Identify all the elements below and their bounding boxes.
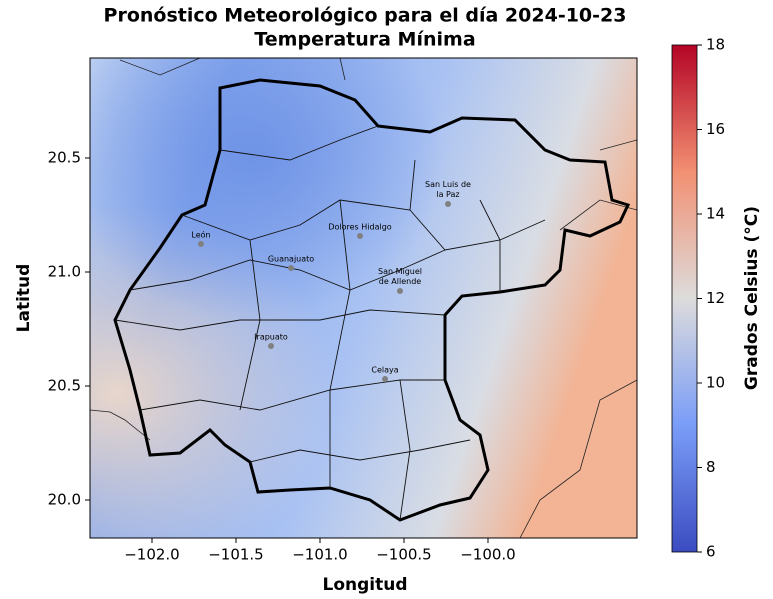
city-label: Dolores Hidalgo <box>328 223 391 232</box>
colorbar-tick-label: 14 <box>706 205 725 223</box>
x-tick-label: −102.0 <box>124 546 180 564</box>
y-tick-label: 21.0 <box>48 263 81 281</box>
y-tick-label: 20.0 <box>48 491 81 509</box>
city-label: San Miguel de Allende <box>378 267 422 286</box>
colorbar-tick-label: 8 <box>706 458 716 476</box>
x-tick-label: −101.5 <box>208 546 264 564</box>
city-label: Guanajuato <box>268 255 314 264</box>
colorbar-tick-label: 6 <box>706 543 716 561</box>
city-label: San Luis de la Paz <box>425 180 471 199</box>
y-tick-label: 20.5 <box>48 377 81 395</box>
x-tick-label: −101.0 <box>292 546 348 564</box>
temperature-field <box>90 58 637 538</box>
y-tick-label: 20.5 <box>48 149 81 167</box>
x-tick-label: −100.0 <box>460 546 516 564</box>
city-label: Celaya <box>371 366 398 375</box>
colorbar-tick-label: 16 <box>706 120 725 138</box>
state-border <box>113 78 631 522</box>
neighbor-borders <box>89 57 638 539</box>
city-marker <box>288 265 294 271</box>
city-label: León <box>191 230 210 240</box>
title: Pronóstico Meteorológico para el día 202… <box>104 5 627 27</box>
municipal-borders <box>114 125 546 521</box>
city-label: Irapuato <box>254 333 288 342</box>
map-area <box>89 57 638 539</box>
city-marker <box>268 343 274 349</box>
city-marker <box>382 376 388 382</box>
city-marker <box>357 233 363 239</box>
subtitle: Temperatura Mínima <box>254 29 475 51</box>
colorbar <box>671 44 698 553</box>
city-marker <box>397 288 403 294</box>
city-marker <box>445 201 451 207</box>
axes-frame <box>89 57 638 539</box>
city-marker <box>198 241 204 247</box>
colorbar-tick-label: 10 <box>706 374 725 392</box>
x-axis-label: Longitud <box>322 575 407 595</box>
colorbar-label: Grados Celsius (°C) <box>742 206 762 390</box>
y-axis-label: Latitud <box>14 264 34 333</box>
colorbar-tick-label: 18 <box>706 36 725 54</box>
colorbar-tick-label: 12 <box>706 289 725 307</box>
x-tick-label: −100.5 <box>376 546 432 564</box>
